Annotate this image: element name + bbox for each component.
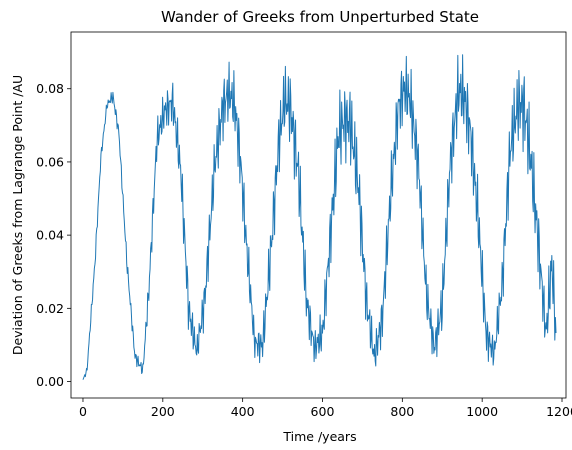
- plot-frame: [70, 31, 567, 399]
- x-tick-label: 200: [151, 404, 175, 419]
- plot-area: [70, 31, 567, 399]
- y-tick-label: 0.08: [36, 81, 64, 96]
- x-tick-label: 800: [390, 404, 414, 419]
- x-tick-label: 400: [231, 404, 255, 419]
- x-axis-title: Time /years: [282, 429, 356, 444]
- y-tick-label: 0.00: [36, 374, 64, 389]
- y-axis-title: Deviation of Greeks from Lagrange Point …: [10, 75, 25, 355]
- series-line-deviation: [82, 54, 557, 380]
- x-tick-label: 600: [311, 404, 335, 419]
- x-tick-label: 1000: [466, 404, 498, 419]
- x-tick-label: 0: [79, 404, 87, 419]
- y-tick-label: 0.02: [36, 301, 64, 316]
- chart-title: Wander of Greeks from Unperturbed State: [161, 8, 479, 26]
- y-tick-label: 0.04: [36, 228, 64, 243]
- y-axis: 0.00 0.02 0.04 0.06 0.08: [36, 81, 71, 389]
- y-tick-label: 0.06: [36, 154, 64, 169]
